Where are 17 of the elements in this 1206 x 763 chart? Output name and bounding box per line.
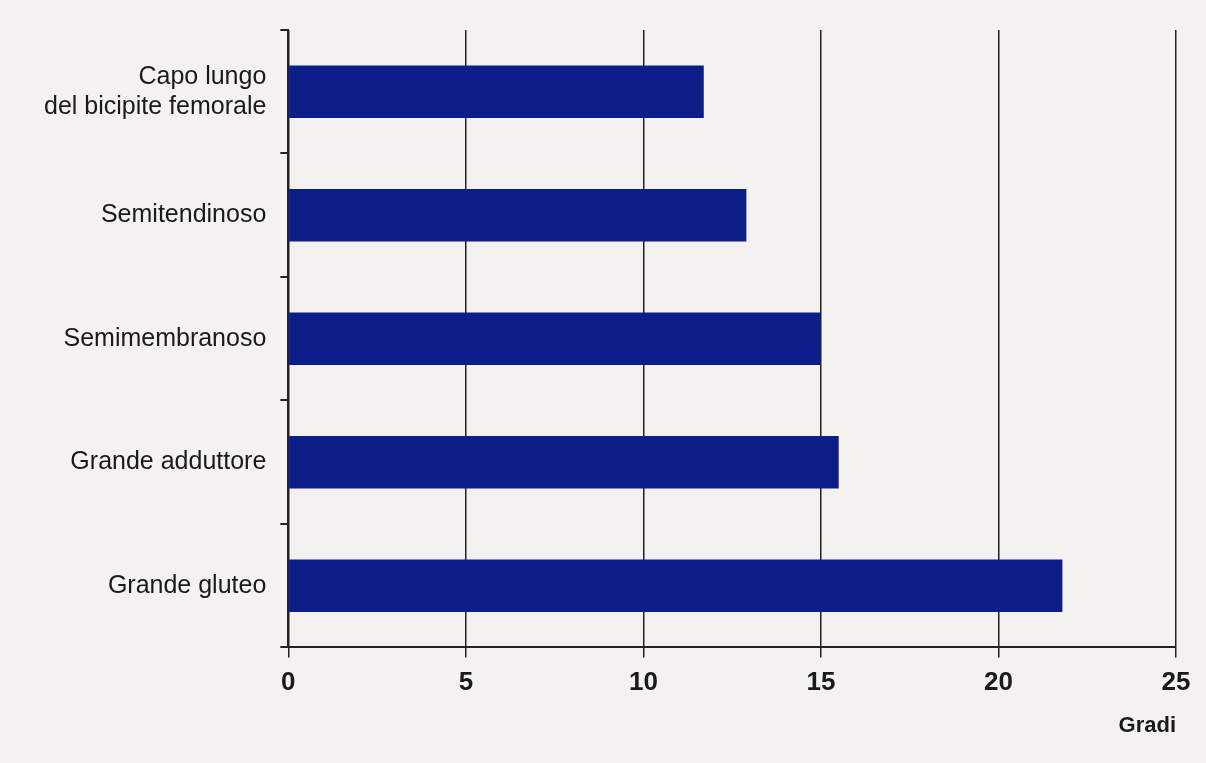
- y-tick-label: Grande adduttore: [70, 446, 267, 475]
- y-tick-label: Semitendinoso: [100, 199, 267, 228]
- x-tick-label: 10: [628, 666, 658, 697]
- x-tick-label: 25: [1161, 666, 1191, 697]
- y-tick-label: Capo lungo del bicipite femorale: [44, 60, 267, 119]
- y-tick-label: Grande gluteo: [107, 569, 267, 598]
- x-tick-label: 15: [806, 666, 836, 697]
- bar: [289, 188, 747, 242]
- x-axis-title: Gradi: [1118, 711, 1176, 737]
- bar: [289, 65, 704, 118]
- x-tick-label: 20: [984, 666, 1013, 697]
- y-tick-label: Semimembranoso: [63, 322, 267, 351]
- bar: [289, 559, 1063, 612]
- x-tick-label: 0: [281, 666, 296, 697]
- bar: [289, 312, 821, 365]
- bar: [289, 435, 839, 489]
- x-tick-label: 5: [458, 666, 474, 697]
